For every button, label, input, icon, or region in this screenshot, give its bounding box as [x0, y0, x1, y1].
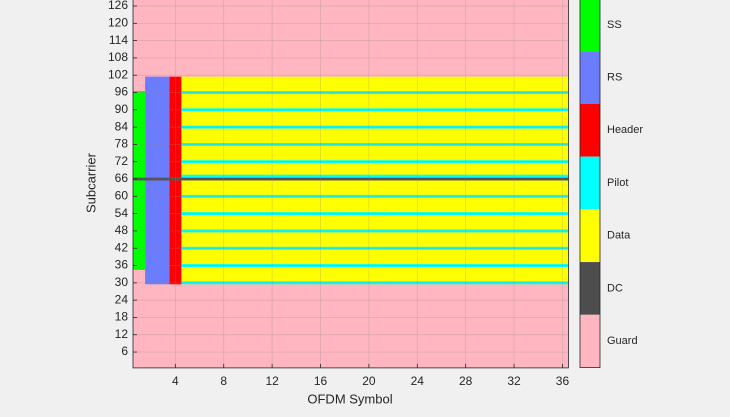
grid-block: [181, 194, 569, 198]
grid-block: [181, 246, 569, 250]
grid-block: [181, 125, 569, 129]
colorbar-swatch: [580, 209, 600, 263]
y-tick-label: 102: [108, 67, 128, 81]
y-tick-label: 18: [115, 310, 129, 324]
grid-block: [181, 281, 569, 285]
legend-label: Guard: [607, 335, 638, 347]
grid-block: [133, 91, 146, 178]
y-tick-label: 72: [115, 154, 129, 168]
y-tick-label: 114: [109, 33, 128, 47]
x-tick-label: 24: [411, 374, 425, 388]
plot-area: [133, 0, 569, 368]
grid-block: [181, 212, 569, 216]
y-tick-label: 126: [108, 0, 128, 12]
x-axis-label: OFDM Symbol: [307, 391, 392, 406]
y-tick-label: 60: [115, 188, 129, 202]
colorbar-box: [579, 0, 601, 368]
legend-label: Pilot: [607, 177, 628, 189]
x-tick-label: 20: [362, 374, 376, 388]
grid-block: [169, 76, 182, 178]
grid-block: [181, 264, 569, 267]
y-tick-label: 84: [115, 119, 129, 133]
y-tick-label: 54: [115, 206, 129, 220]
x-tick-label: 8: [220, 374, 227, 388]
grid-block: [133, 180, 146, 270]
colorbar-swatch: [580, 103, 600, 157]
legend-label: DC: [607, 282, 623, 294]
y-tick-label: 108: [108, 50, 128, 64]
grid-block: [181, 174, 569, 178]
grid-block: [169, 180, 182, 285]
legend-label: Header: [607, 124, 643, 136]
y-tick-label: 120: [108, 15, 128, 29]
y-tick-label: 96: [115, 85, 129, 99]
x-tick-label: 28: [459, 374, 473, 388]
x-tick-label: 32: [507, 374, 521, 388]
colorbar-swatch: [580, 0, 600, 52]
colorbar-swatch: [580, 51, 600, 104]
y-tick-label: 90: [115, 102, 129, 116]
grid-block: [181, 108, 569, 112]
grid-block: [145, 76, 170, 178]
x-tick-label: 12: [265, 374, 279, 388]
x-tick-label: 4: [172, 374, 179, 388]
y-tick-label: 36: [115, 258, 129, 272]
y-tick-label: 12: [115, 327, 129, 341]
axes-box: [132, 0, 569, 369]
grid-block: [145, 180, 170, 285]
legend-label: RS: [607, 71, 622, 83]
y-tick-label: 42: [115, 240, 129, 254]
y-tick-label: 6: [121, 344, 128, 358]
x-tick-label: 36: [556, 374, 570, 388]
colorbar-swatch: [580, 262, 600, 315]
grid-block: [181, 142, 569, 146]
colorbar-swatch: [580, 314, 600, 368]
y-tick-label: 24: [115, 292, 129, 306]
grid-block: [181, 91, 569, 94]
y-tick-label: 30: [115, 275, 129, 289]
y-axis-label: Subcarrier: [83, 152, 98, 213]
y-tick-label: 66: [115, 171, 129, 185]
grid-block: [133, 177, 569, 181]
y-tick-label: 78: [115, 137, 129, 151]
colorbar-swatch: [580, 156, 600, 210]
legend-label: SS: [607, 19, 622, 31]
grid-block: [181, 160, 569, 164]
y-tick-label: 48: [115, 223, 129, 237]
x-tick-label: 16: [314, 374, 328, 388]
grid-block: [181, 229, 569, 233]
legend-label: Data: [607, 230, 631, 242]
